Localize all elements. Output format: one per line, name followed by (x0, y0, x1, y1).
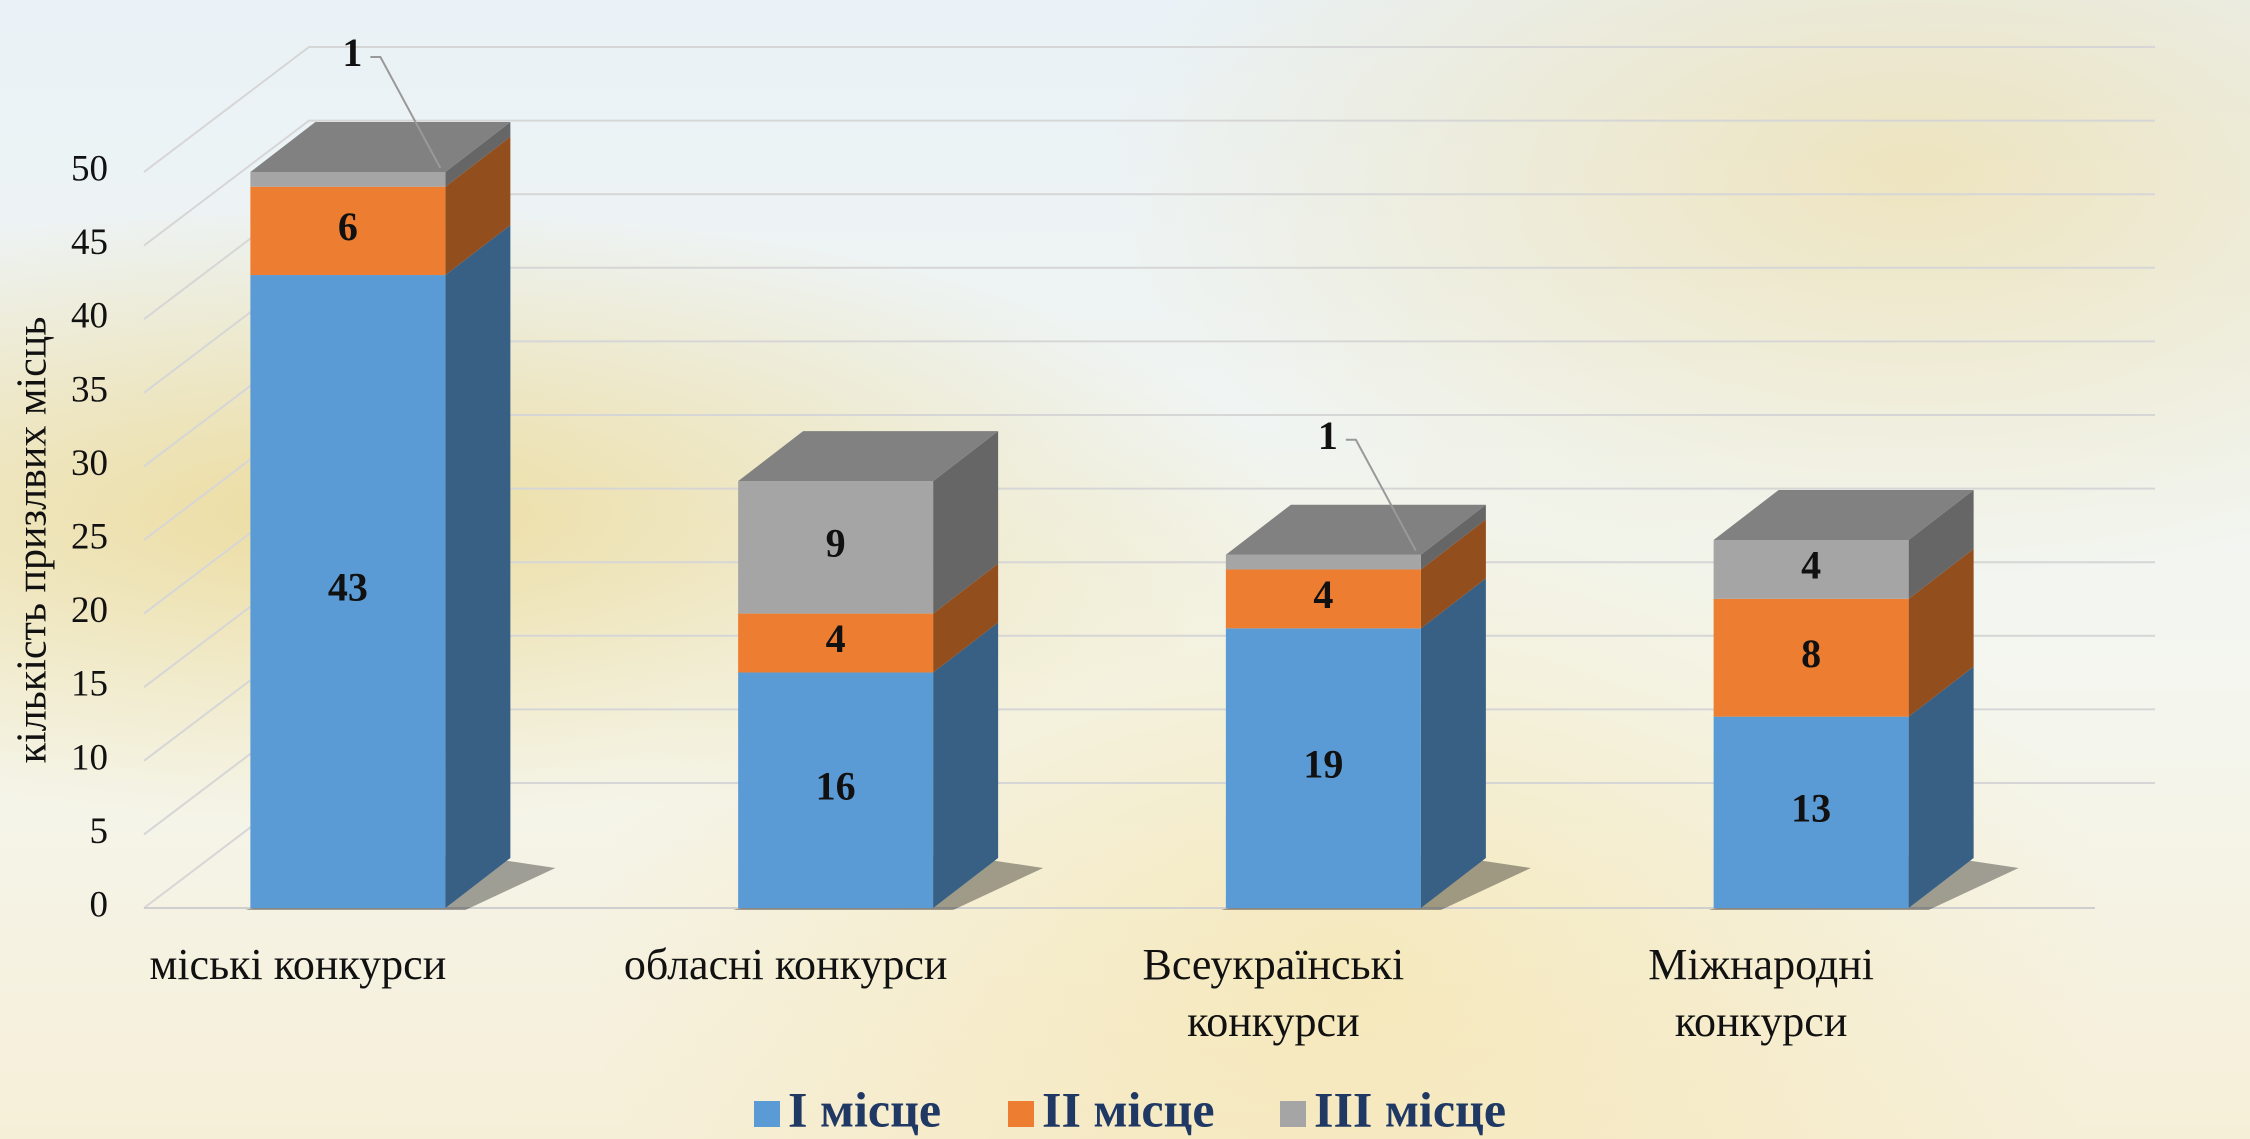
y-tick-label: 5 (90, 811, 109, 852)
y-tick-label: 0 (90, 884, 109, 925)
bar-side (445, 122, 511, 187)
bar-side (933, 431, 999, 614)
bar-side (445, 225, 511, 909)
bar-segment (738, 481, 934, 614)
bar-segment (1713, 540, 1909, 599)
y-tick-label: 10 (71, 737, 108, 778)
bar-top (1225, 504, 1486, 555)
bar-segment (1713, 716, 1909, 908)
y-tick-label: 35 (71, 369, 108, 410)
bar-top (250, 122, 511, 172)
legend-swatch (1008, 1101, 1034, 1127)
bar-side (933, 622, 999, 908)
data-label: 16 (816, 763, 856, 808)
x-tick-label: Всеукраїнські конкурси (1143, 940, 1405, 1046)
data-label: 8 (1801, 631, 1821, 676)
x-tick-label: Міжнародні конкурси (1648, 940, 1874, 1046)
data-label: 6 (338, 204, 358, 249)
y-tick-label: 15 (71, 664, 108, 705)
data-label: 19 (1303, 741, 1343, 786)
bar-segment (250, 186, 446, 276)
legend-label: ІІ місце (1042, 1081, 1215, 1137)
bar-side (933, 563, 999, 673)
bar-side (445, 136, 511, 276)
y-tick-label: 30 (71, 443, 108, 484)
bar-segment (1225, 569, 1421, 629)
data-label: 13 (1791, 785, 1831, 830)
leader-line (370, 56, 442, 169)
bar-segment (738, 672, 934, 908)
y-tick-label: 25 (71, 516, 108, 557)
bar-side (1420, 504, 1486, 570)
grid-line (143, 119, 2155, 247)
y-tick-label: 20 (71, 590, 108, 631)
bar-segment (1225, 554, 1421, 570)
data-label: 1 (342, 30, 362, 75)
legend-label: І місце (788, 1081, 941, 1137)
data-label: 4 (1801, 543, 1821, 588)
bar-side (1908, 548, 1974, 717)
data-label: 9 (826, 521, 846, 566)
bar-segment (738, 613, 934, 673)
bar-side (1420, 519, 1486, 629)
data-label: 1 (1318, 413, 1338, 458)
bar-top (1713, 490, 1974, 540)
bar-segment (1713, 598, 1909, 717)
y-tick-label: 45 (71, 222, 108, 263)
y-tick-label: 40 (71, 296, 108, 337)
x-tick-label: обласні конкурси (624, 940, 948, 989)
bar-side (1908, 666, 1974, 908)
data-label: 4 (1313, 572, 1333, 617)
bar-side (1420, 578, 1486, 908)
legend-label: ІІІ місце (1314, 1081, 1506, 1137)
legend-swatch (1280, 1101, 1306, 1127)
bar-segment (250, 275, 446, 908)
data-label: 4 (826, 616, 846, 661)
x-tick-label: міські конкурси (149, 940, 446, 989)
leader-line (1345, 438, 1417, 552)
data-label: 43 (328, 565, 368, 610)
legend-swatch (754, 1101, 780, 1127)
y-axis-label: кількість призлвих місць (10, 317, 56, 764)
grid-line (143, 46, 2155, 173)
y-tick-label: 50 (71, 148, 108, 189)
bar-segment (1225, 628, 1421, 908)
bar-side (1908, 490, 1974, 599)
bar-segment (250, 172, 446, 187)
bar-top (738, 431, 999, 482)
